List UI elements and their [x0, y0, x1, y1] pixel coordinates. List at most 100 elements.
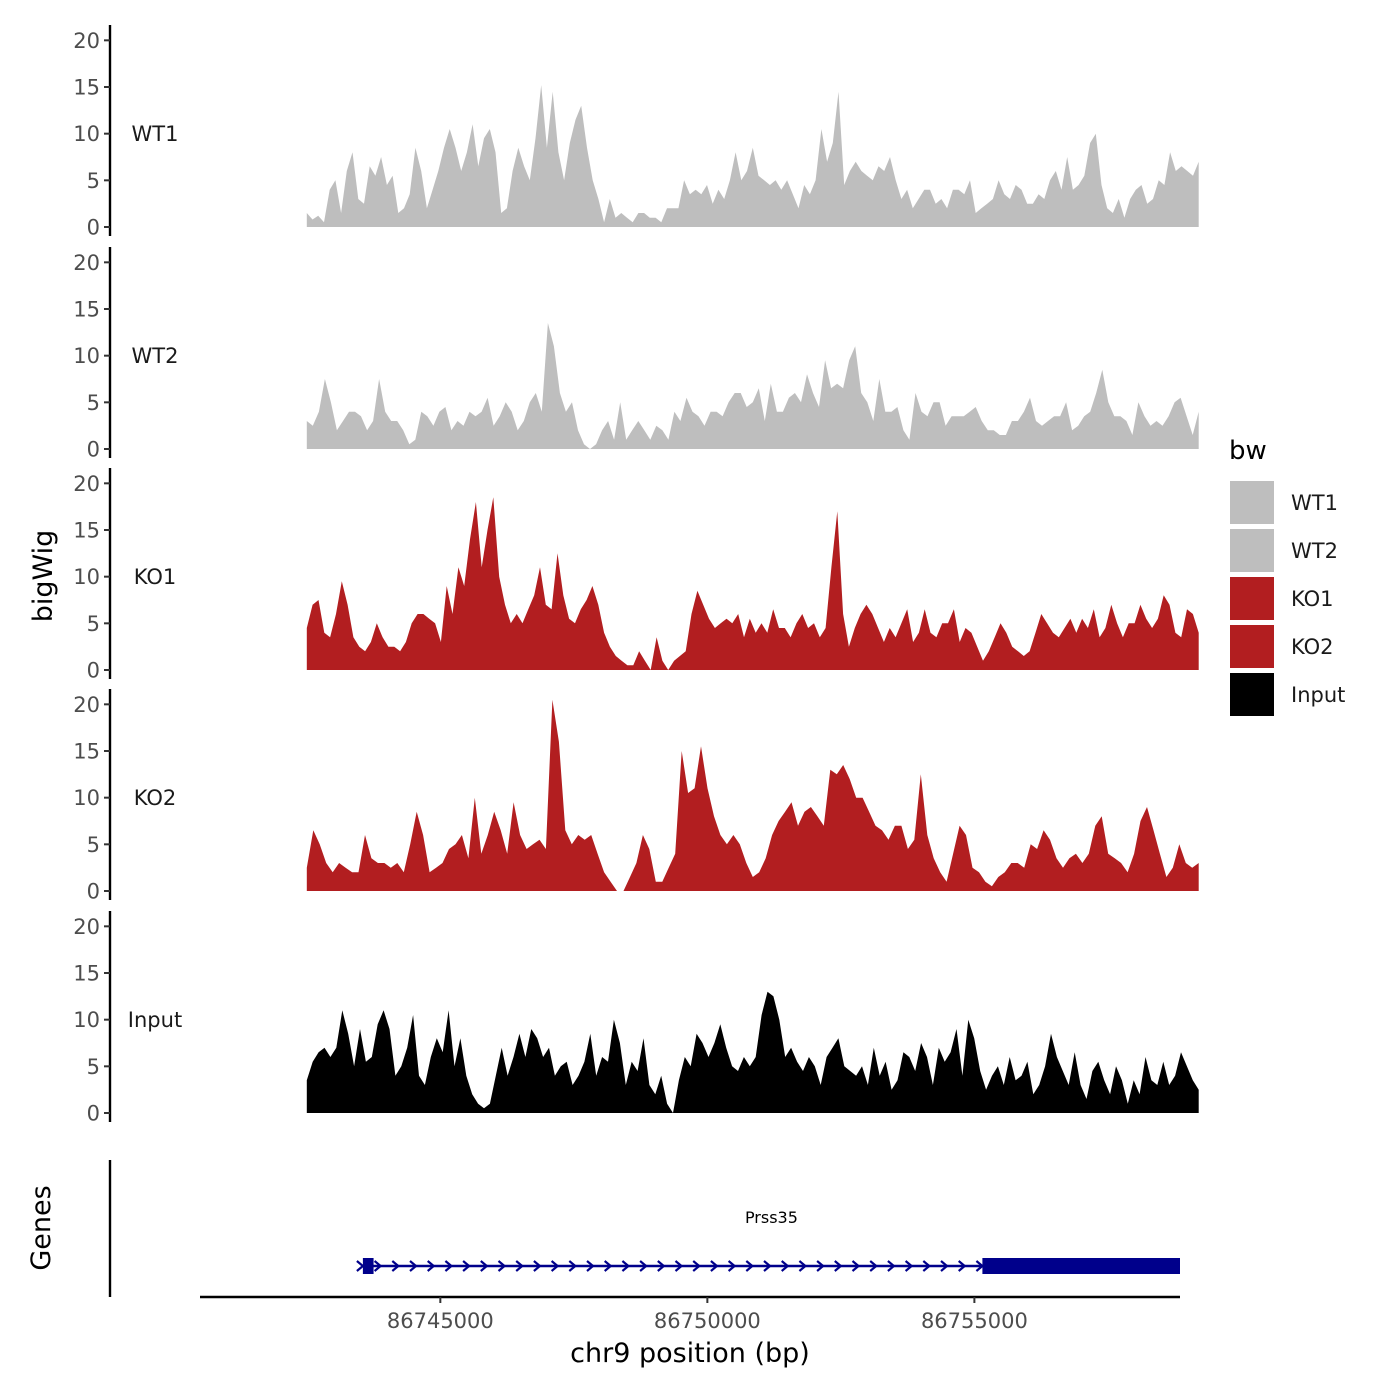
track-wt2: 0 5 10 15 20 WT2	[73, 247, 1199, 462]
y-tick-label: 15	[73, 740, 100, 764]
y-tick-label: 10	[73, 122, 100, 146]
y-tick-label: 10	[73, 565, 100, 589]
strand-arrow	[780, 1260, 790, 1272]
gene-exon	[362, 1258, 374, 1274]
y-tick-label: 5	[87, 1055, 100, 1079]
strand-arrow	[391, 1260, 401, 1272]
strand-arrow	[603, 1260, 613, 1272]
legend-entry-wt1: WT1	[1230, 481, 1338, 524]
y-tick-label: 20	[73, 915, 100, 939]
track-label-input: Input	[128, 1008, 182, 1032]
legend-swatch	[1230, 673, 1274, 716]
coverage-area-input	[306, 991, 1199, 1113]
strand-arrow	[887, 1260, 896, 1272]
track-label-wt1: WT1	[132, 122, 179, 146]
y-tick-label: 0	[87, 1102, 100, 1126]
strand-arrow	[550, 1260, 560, 1272]
legend-swatch	[1230, 625, 1274, 668]
y-tick-label: 15	[73, 76, 100, 100]
strand-arrow	[639, 1260, 648, 1272]
y-tick-label: 5	[87, 169, 100, 193]
strand-arrow	[957, 1260, 967, 1272]
coverage-tracks: 0 5 10 15 20 WT1 0 5 10 15 20 WT2 0 5 10 15 20 KO1 0 5 10 15 2…	[73, 25, 1199, 1126]
y-tick-label: 0	[87, 216, 100, 240]
y-tick-label: 15	[73, 962, 100, 986]
legend: bw WT1 WT2 KO1 KO2 Input	[1229, 436, 1345, 716]
legend-entry-wt2: WT2	[1230, 529, 1338, 572]
strand-arrow	[763, 1260, 772, 1272]
strand-arrow	[834, 1260, 843, 1272]
strand-arrow	[568, 1260, 578, 1272]
strand-arrow	[444, 1260, 454, 1272]
strand-arrow	[922, 1260, 932, 1272]
y-tick-label: 15	[73, 519, 100, 543]
legend-label: WT2	[1291, 539, 1338, 563]
coverage-area-wt1	[306, 85, 1199, 227]
legend-entry-ko1: KO1	[1230, 577, 1334, 620]
coverage-area-wt2	[306, 323, 1199, 449]
gene-track-label: Genes	[26, 1185, 57, 1270]
track-ko2: 0 5 10 15 20 KO2	[73, 689, 1199, 904]
track-label-ko1: KO1	[134, 565, 177, 589]
strand-arrow	[727, 1260, 737, 1272]
y-tick-label: 20	[73, 29, 100, 53]
gene-exon	[982, 1258, 1180, 1274]
coverage-area-ko1	[306, 497, 1199, 670]
y-tick-label: 20	[73, 472, 100, 496]
strand-arrow	[409, 1260, 418, 1272]
y-tick-label: 20	[73, 251, 100, 275]
y-tick-label: 15	[73, 298, 100, 322]
y-axis-title: bigWig	[28, 530, 59, 623]
strand-arrow	[356, 1260, 365, 1272]
y-tick-label: 20	[73, 693, 100, 717]
strand-arrow	[869, 1260, 878, 1272]
x-tick-label: 86755000	[921, 1309, 1028, 1333]
y-tick-label: 5	[87, 612, 100, 636]
legend-entry-input: Input	[1230, 673, 1345, 716]
strand-arrow	[798, 1260, 808, 1272]
x-tick-label: 86750000	[654, 1309, 761, 1333]
strand-arrow	[515, 1260, 524, 1272]
gene-label: Prss35	[745, 1208, 798, 1227]
coverage-area-ko2	[306, 699, 1199, 891]
track-input: 0 5 10 15 20 Input	[73, 911, 1199, 1126]
strand-arrow	[692, 1260, 701, 1272]
legend-label: WT1	[1291, 491, 1338, 515]
strand-arrow	[462, 1260, 471, 1272]
strand-arrow	[657, 1260, 666, 1272]
x-axis-title: chr9 position (bp)	[570, 1338, 810, 1369]
strand-arrow	[904, 1260, 914, 1272]
track-wt1: 0 5 10 15 20 WT1	[73, 25, 1199, 240]
strand-arrow	[621, 1260, 631, 1272]
x-tick-label: 86745000	[387, 1309, 494, 1333]
strand-arrow	[533, 1260, 542, 1272]
legend-label: KO1	[1291, 587, 1334, 611]
strand-arrow	[480, 1260, 489, 1272]
y-tick-label: 10	[73, 344, 100, 368]
legend-entry-ko2: KO2	[1230, 625, 1334, 668]
strand-arrow	[674, 1260, 684, 1272]
track-ko1: 0 5 10 15 20 KO1	[73, 468, 1199, 683]
legend-swatch	[1230, 529, 1274, 572]
y-tick-label: 0	[87, 659, 100, 683]
strand-arrow	[851, 1260, 861, 1272]
y-tick-label: 0	[87, 438, 100, 462]
y-tick-label: 10	[73, 786, 100, 810]
legend-swatch	[1230, 481, 1274, 524]
strand-arrow	[426, 1260, 436, 1272]
y-tick-label: 5	[87, 833, 100, 857]
y-tick-label: 5	[87, 391, 100, 415]
legend-label: Input	[1291, 683, 1345, 707]
y-tick-label: 10	[73, 1008, 100, 1032]
track-label-ko2: KO2	[134, 786, 177, 810]
strand-arrow	[710, 1260, 719, 1272]
legend-label: KO2	[1291, 635, 1334, 659]
x-axis: 86745000 86750000 86755000	[200, 1295, 1180, 1333]
strand-arrow	[497, 1260, 507, 1272]
strand-arrow	[586, 1260, 595, 1272]
legend-title: bw	[1229, 436, 1267, 466]
gene-track: Prss35	[108, 1160, 1180, 1297]
legend-swatch	[1230, 577, 1274, 620]
gene-prss35: Prss35	[356, 1208, 1180, 1274]
